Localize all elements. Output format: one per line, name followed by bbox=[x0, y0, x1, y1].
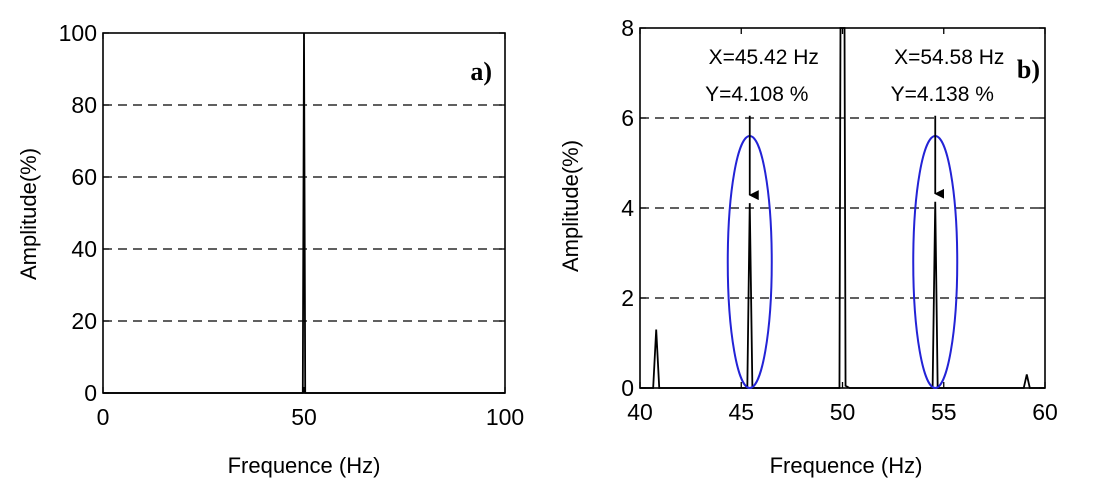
peak-annotation-x-1: X=54.58 Hz bbox=[894, 46, 1004, 69]
x-axis-label-b: Frequence (Hz) bbox=[770, 453, 923, 478]
y-tick-label-b-4: 8 bbox=[621, 15, 634, 41]
y-tick-labels-a: 0 20 40 60 80 100 bbox=[59, 20, 97, 406]
peak-annotations-b: X=45.42 Hz Y=4.108 % X=54.58 Hz Y=4.138 % bbox=[705, 46, 1004, 389]
x-tick-label-a-1: 50 bbox=[291, 404, 317, 430]
panel-label-a: a) bbox=[470, 57, 492, 86]
y-tick-label-a-3: 60 bbox=[71, 164, 97, 190]
x-tick-label-b-2: 50 bbox=[830, 399, 856, 425]
peak-annotation-x-0: X=45.42 Hz bbox=[709, 46, 819, 69]
x-tick-label-b-0: 40 bbox=[627, 399, 653, 425]
y-tick-label-b-3: 6 bbox=[621, 105, 634, 131]
gridlines-b bbox=[640, 117, 1045, 299]
x-axis-label-a: Frequence (Hz) bbox=[228, 453, 381, 478]
series-line-a-0 bbox=[103, 32, 505, 394]
x-tick-label-b-3: 55 bbox=[931, 399, 957, 425]
y-tick-labels-b: 0 2 4 6 8 bbox=[621, 15, 634, 401]
y-tick-label-a-4: 80 bbox=[71, 92, 97, 118]
y-tick-label-a-5: 100 bbox=[59, 20, 97, 46]
ticks-a bbox=[102, 32, 506, 394]
chart-panel-a: 0 50 100 0 20 40 60 80 100 Frequence (Hz) Ampli… bbox=[16, 20, 524, 478]
y-tick-label-a-0: 0 bbox=[84, 380, 97, 406]
x-tick-labels-b: 40 45 50 55 60 bbox=[627, 399, 1058, 425]
series-a bbox=[103, 32, 505, 394]
y-tick-label-b-1: 2 bbox=[621, 285, 634, 311]
x-tick-label-a-0: 0 bbox=[97, 404, 110, 430]
y-axis-label-a: Amplitude(%) bbox=[16, 148, 41, 280]
y-tick-label-a-1: 20 bbox=[71, 308, 97, 334]
y-tick-label-b-0: 0 bbox=[621, 375, 634, 401]
y-axis-label-b: Amplitude(%) bbox=[558, 140, 583, 272]
y-tick-label-b-2: 4 bbox=[621, 195, 634, 221]
peak-annotation-y-1: Y=4.138 % bbox=[891, 83, 994, 106]
x-tick-labels-a: 0 50 100 bbox=[97, 404, 525, 430]
x-tick-label-b-1: 45 bbox=[728, 399, 754, 425]
chart-panel-b: 40 45 50 55 60 0 2 4 6 8 X=45.42 Hz Y=4.108 % X=54… bbox=[558, 15, 1058, 478]
x-tick-label-b-4: 60 bbox=[1032, 399, 1058, 425]
ticks-b bbox=[639, 27, 1046, 389]
peak-annotation-y-0: Y=4.108 % bbox=[705, 83, 808, 106]
panel-label-b: b) bbox=[1017, 55, 1040, 84]
x-tick-label-a-2: 100 bbox=[486, 404, 524, 430]
y-tick-label-a-2: 40 bbox=[71, 236, 97, 262]
